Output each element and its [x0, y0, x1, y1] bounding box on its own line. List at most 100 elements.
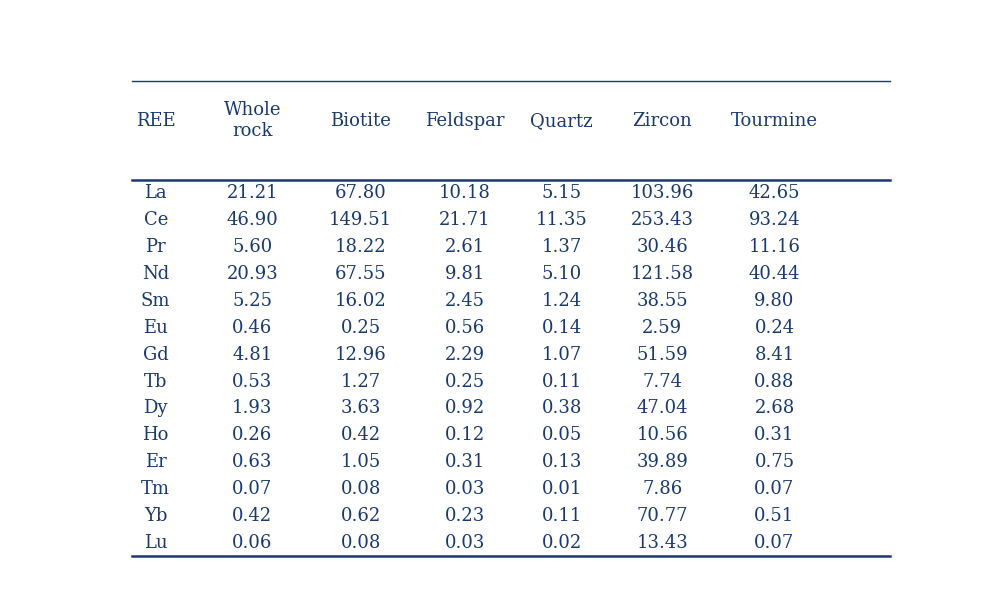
Text: 12.96: 12.96	[334, 346, 386, 364]
Text: 0.25: 0.25	[340, 319, 380, 337]
Text: 0.63: 0.63	[233, 453, 272, 471]
Text: 0.38: 0.38	[542, 400, 582, 417]
Text: Tourmine: Tourmine	[731, 112, 818, 130]
Text: 1.37: 1.37	[542, 238, 582, 256]
Text: Biotite: Biotite	[330, 112, 391, 130]
Text: 20.93: 20.93	[227, 265, 278, 283]
Text: REE: REE	[136, 112, 176, 130]
Text: 0.05: 0.05	[542, 427, 582, 444]
Text: 39.89: 39.89	[637, 453, 689, 471]
Text: 1.24: 1.24	[542, 292, 582, 310]
Text: 0.23: 0.23	[445, 507, 485, 525]
Text: La: La	[145, 185, 167, 202]
Text: 0.25: 0.25	[445, 373, 485, 390]
Text: 21.21: 21.21	[227, 185, 278, 202]
Text: 93.24: 93.24	[748, 211, 800, 229]
Text: 46.90: 46.90	[227, 211, 278, 229]
Text: 0.03: 0.03	[445, 534, 485, 552]
Text: 2.59: 2.59	[643, 319, 683, 337]
Text: 0.08: 0.08	[340, 480, 381, 498]
Text: Eu: Eu	[144, 319, 168, 337]
Text: 2.29: 2.29	[445, 346, 485, 364]
Text: Ce: Ce	[144, 211, 168, 229]
Text: 11.35: 11.35	[536, 211, 588, 229]
Text: 121.58: 121.58	[631, 265, 694, 283]
Text: 0.07: 0.07	[754, 534, 794, 552]
Text: 7.86: 7.86	[642, 480, 683, 498]
Text: 103.96: 103.96	[631, 185, 694, 202]
Text: 0.42: 0.42	[340, 427, 380, 444]
Text: 67.80: 67.80	[334, 185, 386, 202]
Text: 1.07: 1.07	[542, 346, 582, 364]
Text: 13.43: 13.43	[637, 534, 689, 552]
Text: Tm: Tm	[141, 480, 171, 498]
Text: Er: Er	[145, 453, 167, 471]
Text: Zircon: Zircon	[633, 112, 693, 130]
Text: 0.92: 0.92	[445, 400, 485, 417]
Text: 0.51: 0.51	[754, 507, 794, 525]
Text: 18.22: 18.22	[335, 238, 386, 256]
Text: 2.61: 2.61	[445, 238, 485, 256]
Text: Nd: Nd	[142, 265, 170, 283]
Text: 40.44: 40.44	[748, 265, 800, 283]
Text: Lu: Lu	[144, 534, 168, 552]
Text: 0.12: 0.12	[445, 427, 485, 444]
Text: 0.53: 0.53	[233, 373, 272, 390]
Text: 0.06: 0.06	[233, 534, 272, 552]
Text: 0.14: 0.14	[542, 319, 582, 337]
Text: 5.25: 5.25	[233, 292, 272, 310]
Text: Yb: Yb	[144, 507, 168, 525]
Text: 1.93: 1.93	[233, 400, 272, 417]
Text: Pr: Pr	[146, 238, 166, 256]
Text: 21.71: 21.71	[439, 211, 491, 229]
Text: 5.10: 5.10	[542, 265, 582, 283]
Text: 0.42: 0.42	[233, 507, 272, 525]
Text: 51.59: 51.59	[637, 346, 688, 364]
Text: 38.55: 38.55	[637, 292, 688, 310]
Text: 30.46: 30.46	[637, 238, 689, 256]
Text: 0.11: 0.11	[542, 373, 582, 390]
Text: 42.65: 42.65	[748, 185, 800, 202]
Text: 3.63: 3.63	[340, 400, 381, 417]
Text: 47.04: 47.04	[637, 400, 688, 417]
Text: 67.55: 67.55	[335, 265, 386, 283]
Text: 0.01: 0.01	[542, 480, 582, 498]
Text: 8.41: 8.41	[754, 346, 794, 364]
Text: Feldspar: Feldspar	[425, 112, 505, 130]
Text: 9.81: 9.81	[445, 265, 485, 283]
Text: 0.07: 0.07	[754, 480, 794, 498]
Text: 0.07: 0.07	[233, 480, 272, 498]
Text: 0.03: 0.03	[445, 480, 485, 498]
Text: Sm: Sm	[141, 292, 171, 310]
Text: 0.24: 0.24	[754, 319, 794, 337]
Text: Ho: Ho	[143, 427, 169, 444]
Text: 2.45: 2.45	[445, 292, 485, 310]
Text: 0.31: 0.31	[445, 453, 485, 471]
Text: 9.80: 9.80	[754, 292, 794, 310]
Text: 10.18: 10.18	[439, 185, 491, 202]
Text: 0.46: 0.46	[233, 319, 272, 337]
Text: 0.88: 0.88	[754, 373, 794, 390]
Text: 1.05: 1.05	[340, 453, 381, 471]
Text: 0.31: 0.31	[754, 427, 794, 444]
Text: 0.08: 0.08	[340, 534, 381, 552]
Text: 16.02: 16.02	[334, 292, 386, 310]
Text: Tb: Tb	[144, 373, 168, 390]
Text: 0.75: 0.75	[754, 453, 794, 471]
Text: 5.15: 5.15	[542, 185, 582, 202]
Text: 0.02: 0.02	[542, 534, 582, 552]
Text: 2.68: 2.68	[754, 400, 794, 417]
Text: Whole
rock: Whole rock	[224, 101, 281, 140]
Text: 0.11: 0.11	[542, 507, 582, 525]
Text: 253.43: 253.43	[631, 211, 694, 229]
Text: 0.62: 0.62	[340, 507, 381, 525]
Text: Quartz: Quartz	[530, 112, 593, 130]
Text: 5.60: 5.60	[233, 238, 272, 256]
Text: Dy: Dy	[144, 400, 168, 417]
Text: 4.81: 4.81	[233, 346, 272, 364]
Text: 0.26: 0.26	[233, 427, 272, 444]
Text: 0.56: 0.56	[445, 319, 485, 337]
Text: 10.56: 10.56	[637, 427, 689, 444]
Text: Gd: Gd	[143, 346, 169, 364]
Text: 1.27: 1.27	[340, 373, 380, 390]
